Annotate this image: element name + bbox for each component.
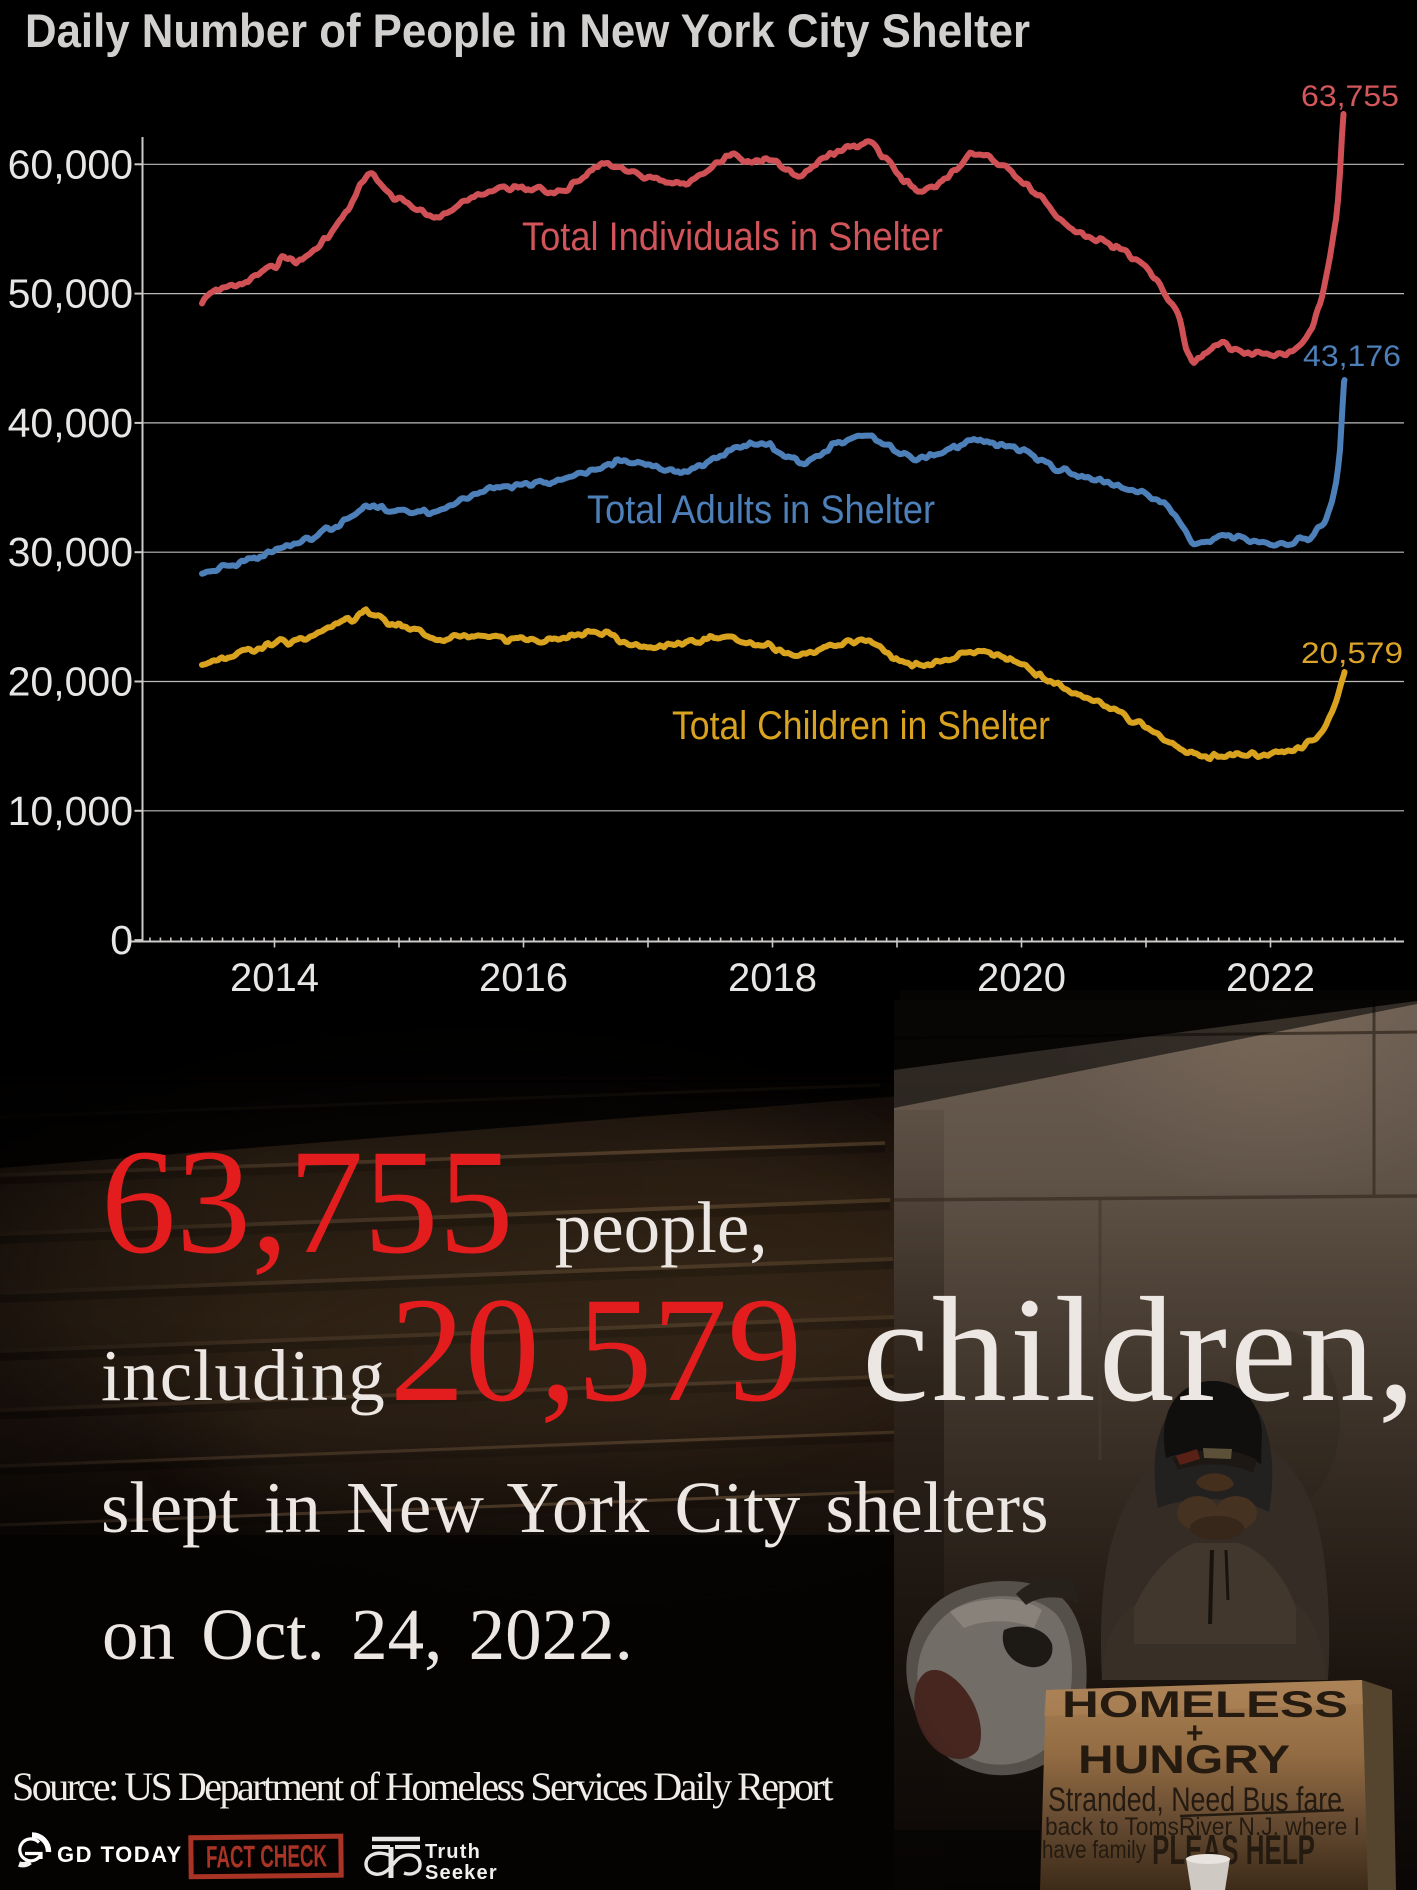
svg-text:GD TODAY: GD TODAY — [57, 1842, 183, 1867]
svg-text:2018: 2018 — [728, 956, 817, 1000]
svg-text:30,000: 30,000 — [8, 529, 133, 575]
svg-text:40,000: 40,000 — [8, 400, 133, 446]
svg-text:HUNGRY: HUNGRY — [1078, 1738, 1290, 1782]
svg-text:20,579: 20,579 — [1301, 637, 1403, 670]
svg-text:50,000: 50,000 — [8, 271, 133, 317]
svg-text:0: 0 — [110, 917, 133, 963]
svg-text:Truth: Truth — [425, 1841, 481, 1863]
svg-text:2022: 2022 — [1226, 956, 1315, 1000]
svg-text:HOMELESS: HOMELESS — [1062, 1684, 1348, 1725]
svg-text:2014: 2014 — [230, 956, 319, 1000]
svg-text:2016: 2016 — [479, 956, 568, 1000]
svg-text:Seeker: Seeker — [425, 1862, 498, 1884]
svg-text:60,000: 60,000 — [8, 141, 133, 187]
svg-text:FACT CHECK: FACT CHECK — [206, 1838, 328, 1874]
svg-text:back to TomsRiver N.J. where I: back to TomsRiver N.J. where I — [1045, 1813, 1360, 1841]
svg-text:10,000: 10,000 — [8, 788, 133, 834]
svg-text:63,755: 63,755 — [1301, 80, 1399, 113]
svg-text:2020: 2020 — [977, 956, 1066, 1000]
svg-text:Total Individuals in Shelter: Total Individuals in Shelter — [522, 215, 943, 259]
svg-text:PLEAS HELP: PLEAS HELP — [1152, 1826, 1315, 1873]
svg-text:43,176: 43,176 — [1303, 340, 1401, 373]
svg-text:have family: have family — [1042, 1836, 1146, 1864]
svg-text:Total Children in Shelter: Total Children in Shelter — [672, 704, 1050, 748]
svg-text:+: + — [1186, 1717, 1204, 1750]
svg-text:Total Adults in Shelter: Total Adults in Shelter — [587, 488, 935, 532]
svg-text:20,000: 20,000 — [8, 659, 133, 705]
svg-text:Daily Number of People in New: Daily Number of People in New York City … — [25, 4, 1030, 57]
